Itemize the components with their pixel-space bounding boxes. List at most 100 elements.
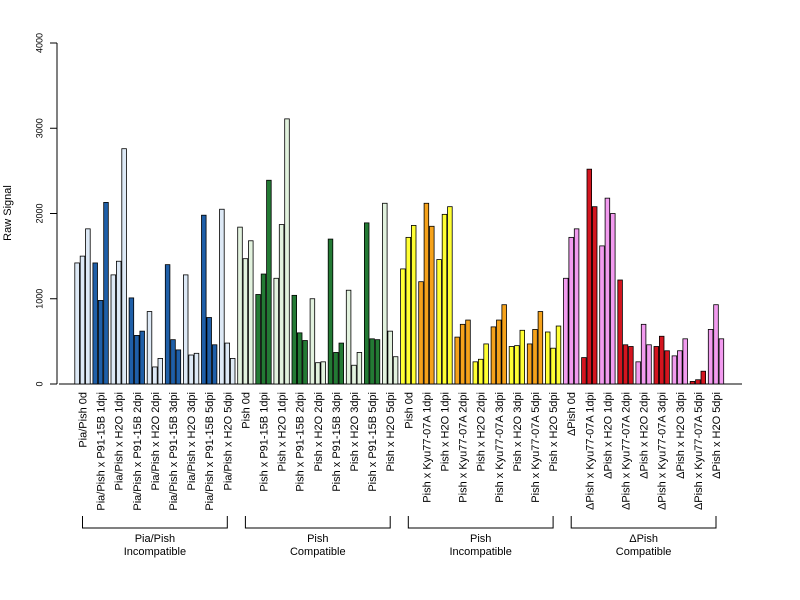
- category-labels: Pia/Pish 0d Pia/Pish x P91-15B 1dpi Pia/Pi…: [78, 392, 724, 511]
- bar: [501, 304, 507, 385]
- group-label-line2: Incompatible: [450, 546, 512, 558]
- category-label: Pish x H2O 1dpi: [440, 392, 452, 471]
- bar: [682, 338, 688, 385]
- bar: [356, 352, 363, 385]
- category-label: ΔPish x Kyu77-07A 1dpi: [584, 392, 596, 510]
- bar: [400, 268, 406, 385]
- bar: [532, 329, 538, 385]
- bar: [309, 298, 316, 385]
- category-label: Pia/Pish x P91-15B 5dpi: [204, 392, 216, 511]
- y-tick-label: 2000: [34, 203, 44, 223]
- bar: [157, 358, 163, 385]
- bar: [193, 352, 200, 385]
- bar: [237, 226, 243, 385]
- bar: [134, 335, 140, 385]
- bar: [555, 325, 562, 385]
- y-axis-title: Raw Signal: [2, 185, 14, 241]
- group-label-line2: Compatible: [616, 546, 672, 558]
- bar: [610, 213, 616, 385]
- bar: [628, 346, 634, 385]
- category-label: Pish x H2O 5dpi: [385, 392, 397, 471]
- category-label: ΔPish x H2O 2dpi: [639, 392, 651, 479]
- bar: [363, 222, 370, 385]
- category-label: Pish x P91-15B 2dpi: [295, 392, 307, 492]
- bar: [164, 264, 171, 385]
- bar: [454, 336, 460, 385]
- bar: [345, 289, 352, 385]
- category-label: Pia/Pish x H2O 5dpi: [222, 392, 234, 490]
- group-label-line2: Incompatible: [124, 546, 186, 558]
- category-label: Pia/Pish x H2O 3dpi: [186, 392, 198, 490]
- category-label: ΔPish x Kyu77-07A 5dpi: [693, 392, 705, 510]
- category-label: Pish x H2O 3dpi: [512, 392, 524, 471]
- category-label: Pish x H2O 2dpi: [313, 392, 325, 471]
- bar: [423, 202, 430, 385]
- bar: [707, 329, 714, 385]
- bar: [170, 339, 176, 385]
- group-label-line1: Pia/Pish: [135, 533, 175, 545]
- bar: [327, 238, 334, 385]
- category-label: ΔPish x Kyu77-07A 2dpi: [621, 392, 633, 510]
- group-bracket: [82, 516, 228, 529]
- category-label: Pish x P91-15B 3dpi: [331, 392, 343, 492]
- bar: [296, 332, 303, 385]
- bar: [410, 225, 417, 385]
- category-label: Pish 0d: [403, 392, 415, 429]
- bar: [537, 311, 544, 385]
- bar: [514, 345, 520, 385]
- category-label: Pia/Pish x H2O 1dpi: [114, 392, 126, 490]
- bar: [273, 277, 279, 385]
- bar: [201, 214, 207, 385]
- bar: [74, 262, 80, 385]
- y-axis: 0 1000 2000 3000 4000 Raw Signal: [2, 33, 58, 387]
- bar: [175, 349, 182, 385]
- bar: [459, 323, 466, 385]
- bar: [392, 356, 399, 385]
- bar: [224, 342, 230, 385]
- bar: [604, 197, 611, 385]
- bar: [563, 277, 569, 385]
- category-label: Pish x Kyu77-07A 5dpi: [530, 392, 542, 503]
- group-bracket: [407, 516, 554, 529]
- bar: [550, 347, 556, 385]
- bar: [640, 323, 647, 385]
- category-label: Pia/Pish x H2O 2dpi: [150, 392, 162, 490]
- bar: [646, 344, 652, 385]
- bar: [653, 346, 659, 385]
- bar: [405, 236, 411, 385]
- bar: [291, 294, 297, 385]
- bars: [74, 118, 725, 385]
- bar: [436, 259, 442, 385]
- bar: [146, 311, 153, 385]
- bar: [188, 354, 194, 385]
- bar: [248, 240, 254, 385]
- bar: [677, 350, 683, 385]
- bar: [382, 202, 388, 385]
- category-label: Pia/Pish x P91-15B 2dpi: [132, 392, 144, 511]
- bar: [152, 366, 158, 385]
- bar: [441, 213, 448, 385]
- bar: [472, 361, 478, 385]
- bar: [374, 339, 381, 385]
- bar: [110, 274, 116, 385]
- bar: [447, 206, 453, 385]
- bar: [369, 338, 375, 385]
- bar: [526, 343, 533, 385]
- bar: [278, 224, 285, 385]
- category-label: ΔPish x H2O 1dpi: [602, 392, 614, 479]
- bar: [255, 294, 261, 385]
- group-label-line2: Compatible: [290, 546, 346, 558]
- category-label: Pish x H2O 2dpi: [476, 392, 488, 471]
- bar: [206, 317, 212, 385]
- category-label: Pia/Pish x P91-15B 1dpi: [96, 392, 108, 511]
- bar: [315, 362, 321, 385]
- category-label: ΔPish x H2O 3dpi: [675, 392, 687, 479]
- bar: [242, 258, 249, 385]
- bar: [284, 118, 290, 385]
- bar: [671, 355, 678, 385]
- bar: [351, 364, 357, 385]
- bar: [333, 352, 339, 385]
- category-label: Pia/Pish x P91-15B 3dpi: [168, 392, 180, 511]
- bar: [477, 358, 484, 385]
